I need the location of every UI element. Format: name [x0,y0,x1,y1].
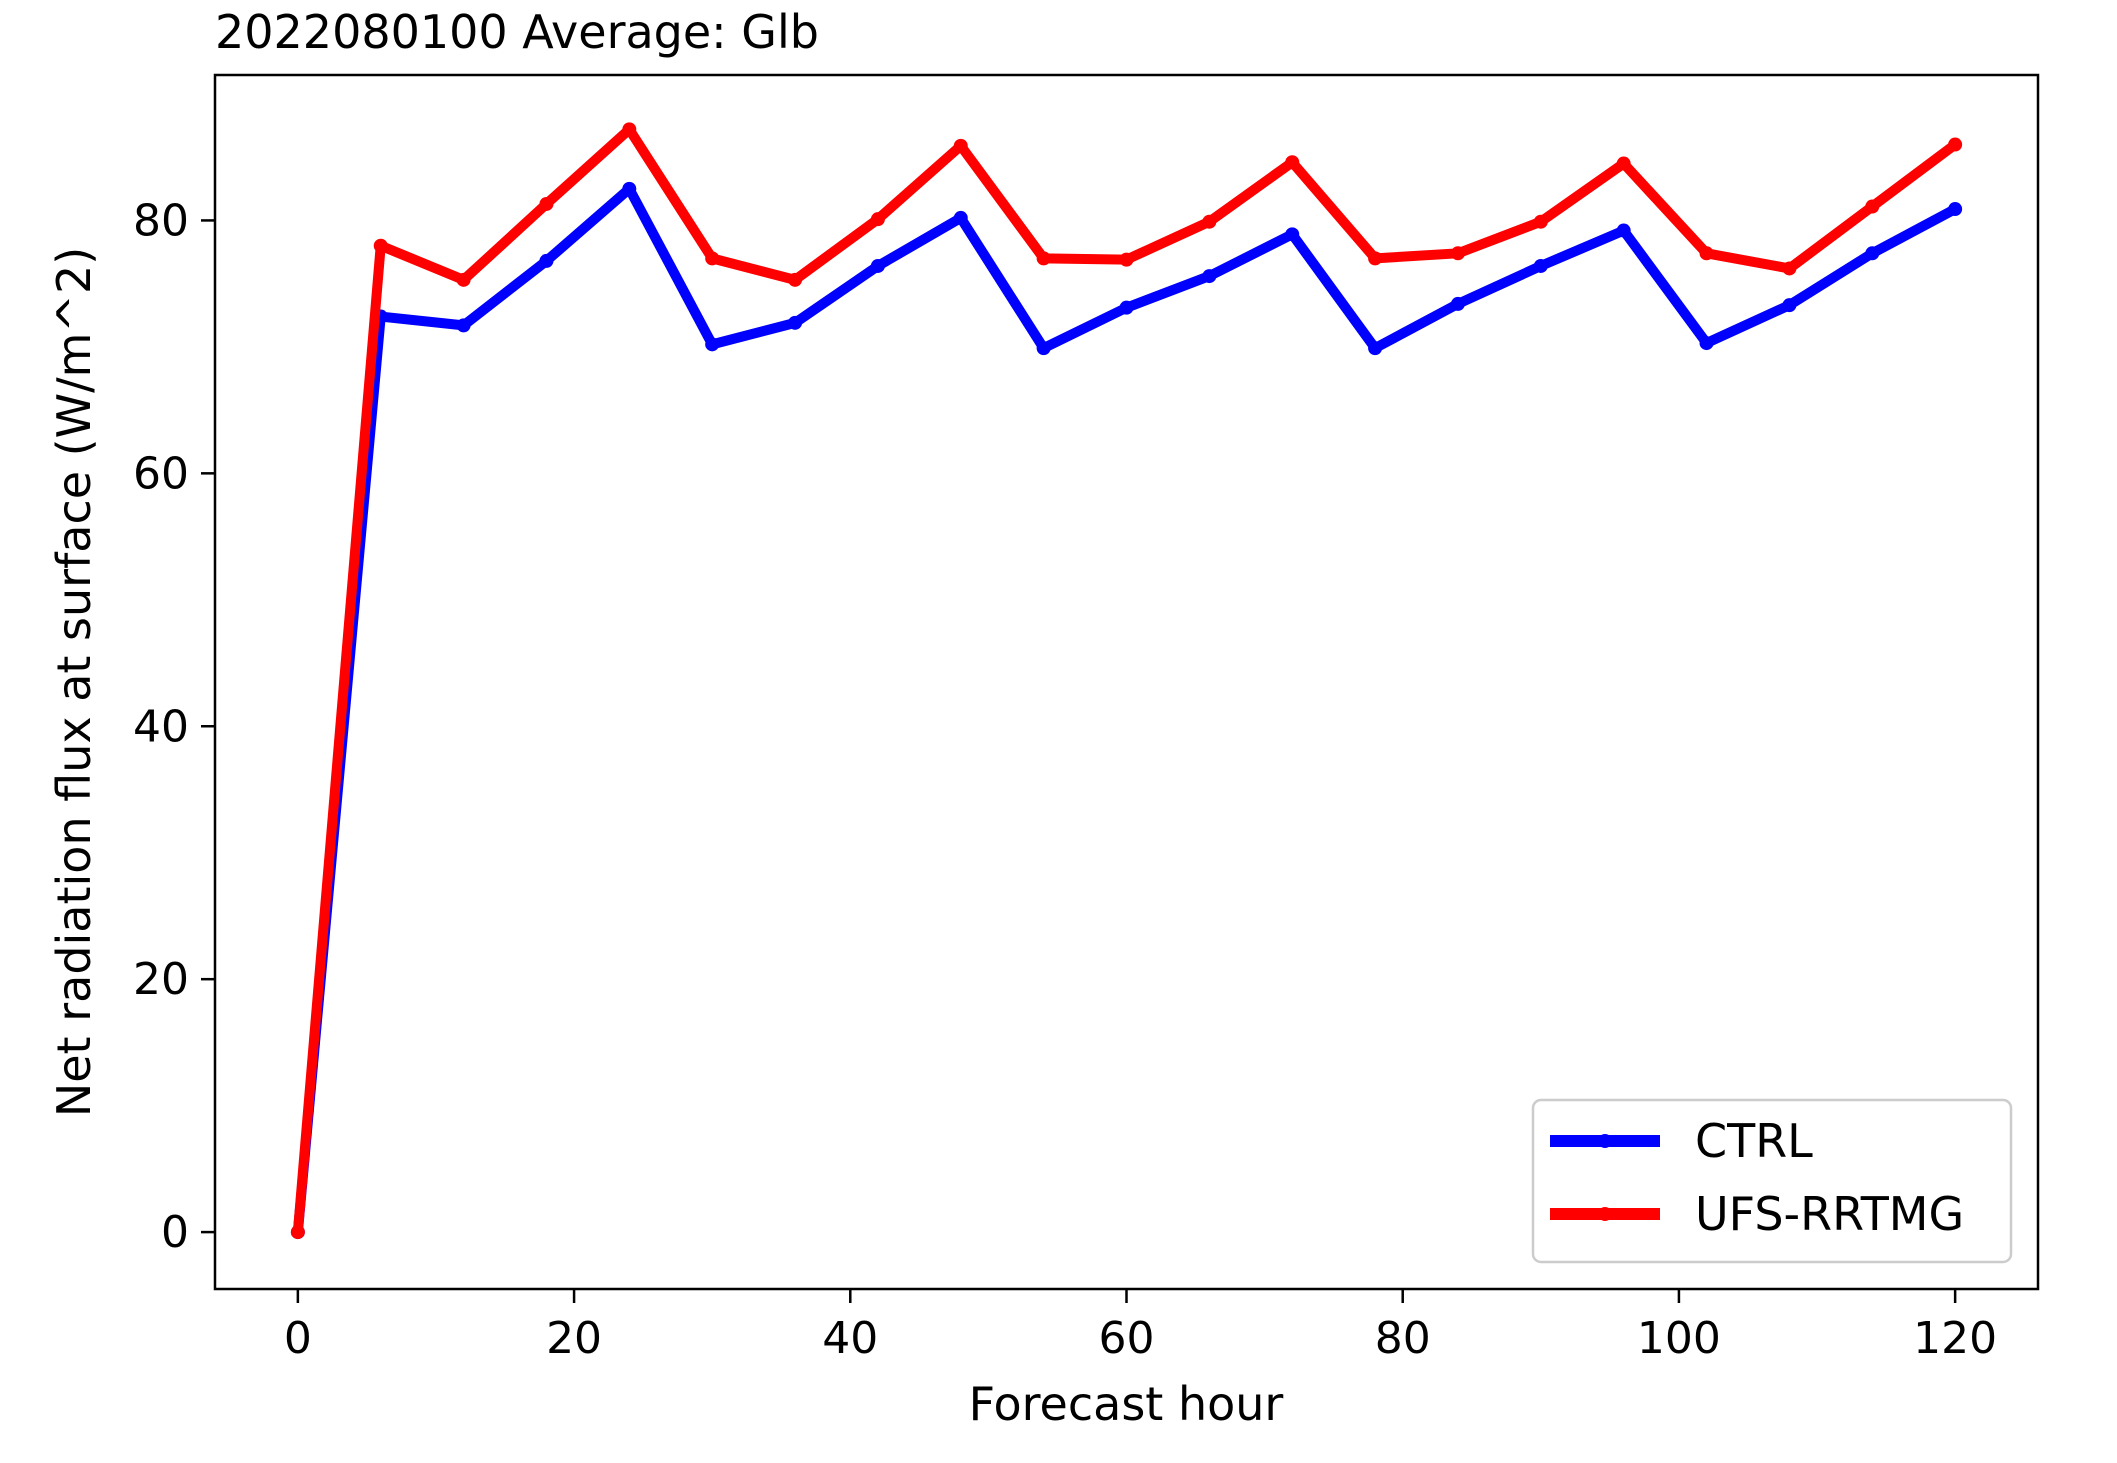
data-point-ctrl [1036,341,1051,356]
y-tick-label: 20 [133,954,189,1005]
x-tick-label: 80 [1375,1313,1431,1364]
data-point-ufs-rrtmg [1450,246,1465,261]
data-point-ufs-rrtmg [1368,251,1383,266]
data-point-ufs-rrtmg [1616,156,1631,171]
x-tick-label: 0 [284,1313,312,1364]
y-axis: 0 20 40 60 80 [133,195,215,1258]
legend-label-ctrl: CTRL [1695,1114,1813,1168]
data-point-ufs-rrtmg [290,1225,305,1240]
data-point-ctrl [1616,223,1631,238]
data-point-ufs-rrtmg [373,238,388,253]
data-point-ctrl [788,315,803,330]
data-point-ufs-rrtmg [1285,155,1300,170]
data-point-ctrl [539,253,554,268]
data-point-ctrl [1368,341,1383,356]
data-point-ufs-rrtmg [705,251,720,266]
data-point-ufs-rrtmg [1865,199,1880,214]
data-point-ufs-rrtmg [1036,251,1051,266]
x-tick-label: 100 [1637,1313,1721,1364]
data-point-ufs-rrtmg [788,272,803,287]
y-axis-label: Net radiation flux at surface (W/m^2) [47,247,101,1117]
legend-marker-ctrl [1598,1134,1612,1148]
data-point-ufs-rrtmg [870,212,885,227]
data-point-ufs-rrtmg [1202,214,1217,229]
data-point-ctrl [1533,258,1548,273]
y-tick-label: 40 [133,701,189,752]
series-layer [290,122,1963,1240]
x-tick-label: 60 [1099,1313,1155,1364]
data-point-ctrl [622,181,637,196]
legend-label-ufs-rrtmg: UFS-RRTMG [1695,1187,1964,1241]
data-point-ctrl [1450,296,1465,311]
series-ctrl [290,181,1963,1240]
data-point-ufs-rrtmg [1119,252,1134,267]
y-tick-label: 0 [161,1207,189,1258]
legend: CTRL UFS-RRTMG [1531,1098,2013,1264]
data-point-ctrl [1202,269,1217,284]
y-tick-label: 60 [133,448,189,499]
data-point-ctrl [1865,246,1880,261]
data-point-ctrl [1285,227,1300,242]
x-axis: 0 20 40 60 80 100 120 [284,1289,1997,1364]
data-point-ctrl [870,258,885,273]
data-point-ufs-rrtmg [1948,137,1963,152]
chart-title: 2022080100 Average: Glb [215,5,819,59]
data-point-ufs-rrtmg [456,272,471,287]
x-tick-label: 40 [822,1313,878,1364]
data-point-ctrl [1699,336,1714,351]
data-point-ctrl [456,318,471,333]
data-point-ctrl [1119,300,1134,315]
data-point-ufs-rrtmg [539,196,554,211]
data-point-ufs-rrtmg [1782,261,1797,276]
data-point-ufs-rrtmg [1533,214,1548,229]
data-point-ufs-rrtmg [953,138,968,153]
data-point-ufs-rrtmg [622,122,637,137]
data-point-ctrl [1782,298,1797,313]
data-point-ctrl [705,337,720,352]
data-point-ufs-rrtmg [1699,246,1714,261]
x-tick-label: 120 [1913,1313,1997,1364]
y-tick-label: 80 [133,195,189,246]
data-point-ctrl [953,210,968,225]
data-point-ctrl [1948,202,1963,217]
series-line-ufs-rrtmg [292,124,1961,1238]
legend-marker-ufs-rrtmg [1598,1207,1612,1221]
x-axis-label: Forecast hour [969,1377,1284,1431]
x-tick-label: 20 [546,1313,602,1364]
series-ufs-rrtmg [290,122,1963,1240]
